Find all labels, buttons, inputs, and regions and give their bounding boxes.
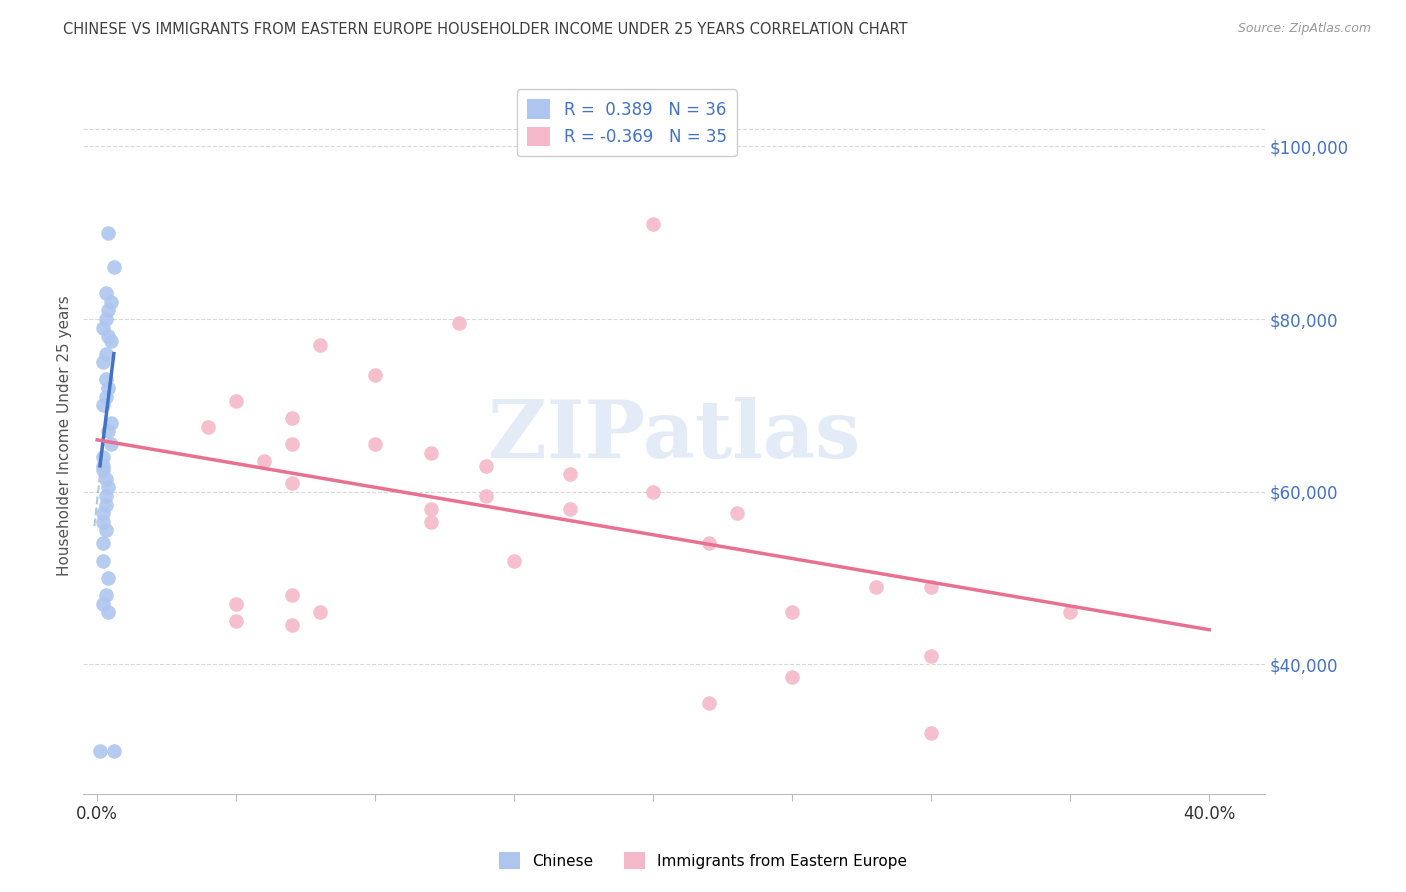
Point <box>253 454 276 468</box>
Point <box>94 498 117 512</box>
Point <box>725 506 748 520</box>
Point <box>97 329 120 343</box>
Point <box>97 571 120 585</box>
Point <box>94 472 117 486</box>
Point <box>364 437 387 451</box>
Point <box>643 484 665 499</box>
Point <box>419 446 441 460</box>
Point <box>94 524 117 538</box>
Point <box>97 424 120 438</box>
Point <box>100 416 122 430</box>
Point <box>91 506 114 520</box>
Point <box>91 515 114 529</box>
Point <box>100 334 122 348</box>
Legend: R =  0.389   N = 36, R = -0.369   N = 35: R = 0.389 N = 36, R = -0.369 N = 35 <box>517 89 737 156</box>
Point <box>91 450 114 464</box>
Point <box>780 606 803 620</box>
Point <box>91 398 114 412</box>
Point <box>94 286 117 301</box>
Point <box>97 381 120 395</box>
Point <box>97 226 120 240</box>
Point <box>94 489 117 503</box>
Point <box>364 368 387 383</box>
Point <box>91 458 114 473</box>
Point <box>103 260 125 275</box>
Point <box>447 317 470 331</box>
Point <box>558 502 581 516</box>
Point <box>281 618 304 632</box>
Point <box>308 606 330 620</box>
Point <box>91 355 114 369</box>
Point <box>100 437 122 451</box>
Point <box>1059 606 1081 620</box>
Point <box>91 463 114 477</box>
Text: CHINESE VS IMMIGRANTS FROM EASTERN EUROPE HOUSEHOLDER INCOME UNDER 25 YEARS CORR: CHINESE VS IMMIGRANTS FROM EASTERN EUROP… <box>63 22 908 37</box>
Point <box>91 320 114 334</box>
Point <box>920 726 942 740</box>
Point <box>91 554 114 568</box>
Point <box>91 536 114 550</box>
Text: Source: ZipAtlas.com: Source: ZipAtlas.com <box>1237 22 1371 36</box>
Point <box>281 411 304 425</box>
Point <box>697 536 720 550</box>
Point <box>281 588 304 602</box>
Point <box>780 670 803 684</box>
Text: ZIPatlas: ZIPatlas <box>488 397 860 475</box>
Point <box>920 648 942 663</box>
Point <box>94 346 117 360</box>
Point <box>281 437 304 451</box>
Point <box>100 294 122 309</box>
Point <box>103 743 125 757</box>
Point <box>865 580 887 594</box>
Point <box>308 338 330 352</box>
Point <box>197 420 219 434</box>
Point <box>97 480 120 494</box>
Point <box>225 597 247 611</box>
Point <box>920 580 942 594</box>
Point <box>419 515 441 529</box>
Point <box>558 467 581 482</box>
Point <box>225 394 247 409</box>
Point <box>89 743 111 757</box>
Point <box>97 606 120 620</box>
Point <box>475 458 498 473</box>
Point <box>94 312 117 326</box>
Point <box>281 476 304 491</box>
Point <box>91 597 114 611</box>
Legend: Chinese, Immigrants from Eastern Europe: Chinese, Immigrants from Eastern Europe <box>492 846 914 875</box>
Point <box>97 303 120 318</box>
Point <box>419 502 441 516</box>
Point <box>94 372 117 386</box>
Point <box>94 390 117 404</box>
Point <box>697 696 720 710</box>
Point <box>503 554 526 568</box>
Point <box>475 489 498 503</box>
Y-axis label: Householder Income Under 25 years: Householder Income Under 25 years <box>58 295 72 576</box>
Point <box>643 217 665 231</box>
Point <box>225 614 247 628</box>
Point <box>94 588 117 602</box>
